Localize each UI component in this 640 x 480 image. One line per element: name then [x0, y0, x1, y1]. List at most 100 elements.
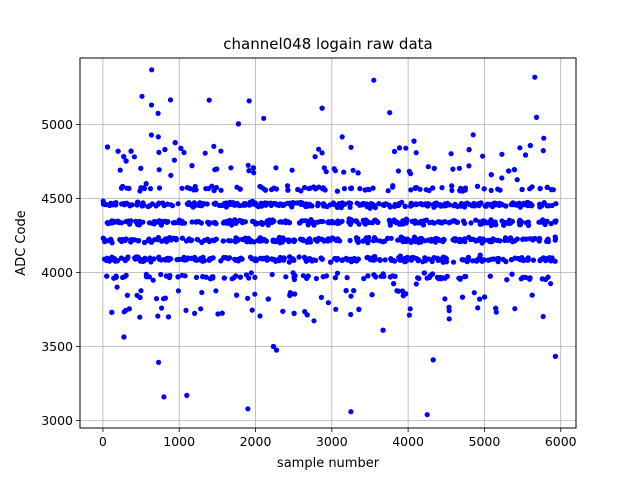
data-point	[396, 221, 403, 227]
data-point	[121, 309, 127, 315]
data-point	[441, 257, 447, 263]
data-point	[114, 284, 120, 290]
data-point	[395, 202, 401, 209]
data-point	[277, 256, 283, 263]
data-point	[543, 218, 549, 225]
data-point	[319, 256, 325, 262]
data-point	[166, 274, 172, 281]
data-point	[527, 201, 534, 207]
data-point	[391, 281, 397, 287]
data-point	[487, 273, 493, 279]
data-point	[334, 219, 340, 225]
data-point	[395, 288, 401, 294]
data-point	[466, 147, 472, 153]
data-point	[527, 276, 533, 282]
data-point	[108, 256, 114, 262]
data-point	[117, 167, 123, 173]
data-point	[424, 412, 430, 418]
data-point	[478, 237, 484, 243]
data-point	[517, 222, 523, 228]
data-point	[504, 277, 510, 283]
data-point	[111, 256, 118, 262]
data-point	[548, 281, 554, 287]
data-point	[111, 219, 117, 225]
data-point	[160, 200, 166, 206]
data-point	[479, 221, 485, 227]
data-point	[121, 154, 127, 160]
data-point	[273, 347, 280, 353]
data-point	[341, 169, 347, 175]
data-point	[448, 151, 454, 157]
data-point	[158, 222, 164, 228]
data-point	[541, 200, 547, 206]
data-point	[459, 188, 466, 194]
data-point	[442, 275, 448, 281]
data-point	[121, 334, 127, 340]
data-point	[292, 237, 298, 243]
data-point	[552, 218, 558, 224]
data-point	[385, 188, 391, 194]
data-point	[313, 257, 319, 263]
data-point	[183, 257, 189, 263]
data-point	[319, 105, 325, 111]
data-point	[142, 239, 148, 246]
data-point	[497, 187, 503, 193]
data-point	[269, 271, 275, 278]
data-point	[321, 203, 327, 209]
data-point	[126, 306, 132, 312]
data-point	[246, 275, 252, 281]
data-point	[376, 201, 382, 207]
data-point	[220, 238, 226, 244]
data-point	[546, 203, 552, 209]
data-point	[126, 185, 132, 191]
data-point	[164, 239, 170, 245]
data-point	[155, 110, 161, 116]
data-point	[457, 275, 463, 281]
data-point	[168, 172, 174, 178]
data-point	[506, 168, 512, 174]
data-point	[211, 143, 217, 149]
data-point	[398, 234, 404, 240]
data-point	[313, 275, 319, 282]
data-point	[506, 217, 512, 223]
data-point	[387, 110, 393, 116]
data-point	[439, 185, 445, 191]
data-point	[235, 202, 241, 208]
data-point	[477, 296, 483, 302]
data-point	[221, 275, 227, 281]
data-point	[548, 221, 554, 227]
x-tick-label: 3000	[316, 434, 348, 449]
data-point	[395, 237, 401, 243]
data-point	[422, 218, 428, 224]
data-point	[185, 201, 191, 207]
data-point	[468, 237, 474, 243]
data-point	[192, 257, 198, 263]
data-point	[125, 218, 131, 224]
data-point	[175, 201, 181, 207]
data-point	[474, 183, 481, 189]
data-point	[343, 288, 349, 294]
data-point	[321, 165, 327, 171]
data-point	[198, 220, 204, 226]
data-point	[200, 274, 206, 280]
data-point	[100, 235, 106, 241]
data-point	[159, 305, 165, 311]
data-point	[348, 185, 354, 192]
data-point	[500, 202, 506, 208]
data-point	[450, 166, 456, 172]
data-point	[192, 310, 198, 316]
x-tick-label: 2000	[240, 434, 272, 449]
data-point	[155, 234, 161, 241]
data-point	[156, 254, 162, 260]
data-point	[237, 186, 243, 192]
y-axis-label: ADC Code	[14, 210, 29, 275]
x-tick-label: 4000	[392, 434, 424, 449]
data-point	[320, 185, 326, 191]
data-point	[104, 144, 111, 150]
data-point	[109, 309, 115, 315]
data-point	[315, 200, 321, 206]
data-point	[518, 202, 524, 208]
data-point	[143, 274, 150, 280]
data-point	[348, 293, 354, 299]
